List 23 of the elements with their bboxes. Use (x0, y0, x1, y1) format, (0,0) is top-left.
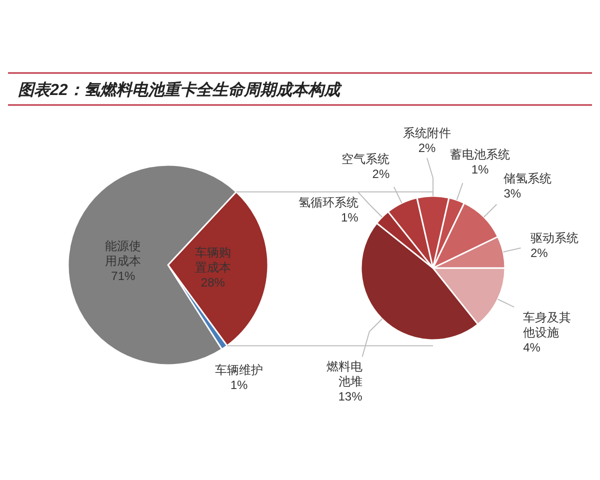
slice-label: 车辆购置成本 (194, 246, 231, 275)
data-label: 71% (111, 268, 136, 283)
data-label: 4% (523, 340, 541, 354)
slice-label: 驱动系统 (530, 231, 578, 246)
slice-label: 能源使用成本 (105, 238, 142, 268)
data-label: 13% (338, 390, 363, 404)
slice-label: 车身及其他设施 (523, 310, 572, 340)
data-label: 1% (471, 162, 490, 177)
slice-label: 系统附件 (403, 126, 451, 140)
data-label: 2% (530, 246, 548, 260)
slice-label: 燃料电池堆 (326, 360, 362, 389)
data-label: 2% (418, 141, 436, 155)
slice-label: 氢循环系统 (298, 195, 358, 210)
slice-label: 空气系统 (342, 152, 390, 166)
slice-label: 蓄电池系统 (450, 148, 510, 162)
chart-title: 图表22：氢燃料电池重卡全生命周期成本构成 (18, 81, 343, 99)
data-label: 1% (340, 210, 359, 224)
data-label: 28% (200, 276, 226, 290)
data-label: 2% (372, 166, 390, 181)
slice-label: 储氢系统 (504, 171, 552, 186)
data-label: 1% (230, 378, 248, 392)
slice-label: 车辆维护 (215, 363, 264, 378)
data-label: 3% (504, 186, 522, 200)
